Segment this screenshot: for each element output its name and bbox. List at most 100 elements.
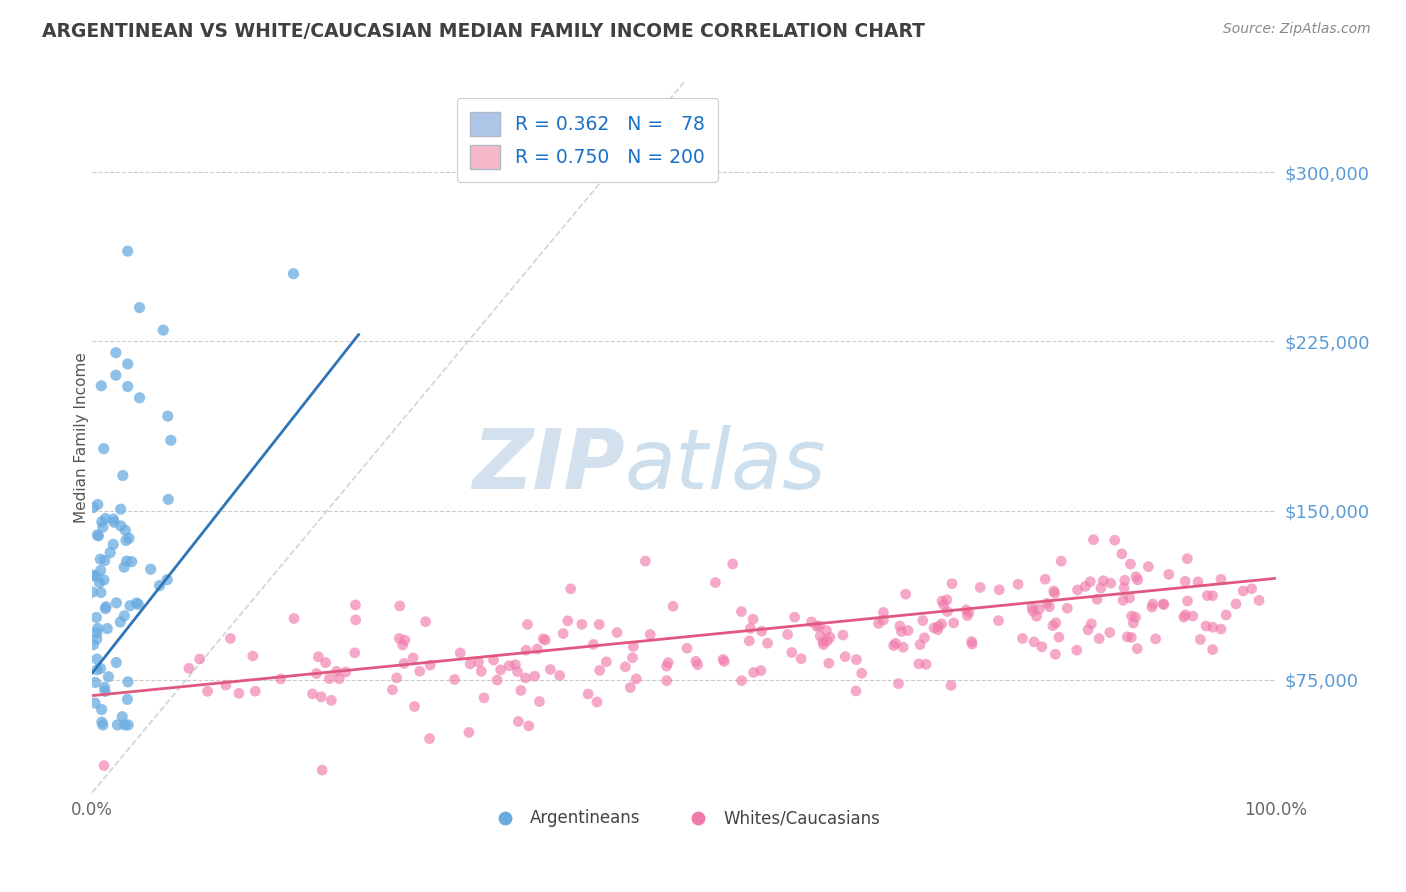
Point: [152, 323, 174, 337]
Point: [90, 515, 112, 529]
Point: [86, 621, 108, 635]
Point: [834, 649, 856, 664]
Point: [110, 615, 132, 629]
Point: [91, 718, 114, 732]
Point: [89, 661, 111, 675]
Point: [86, 632, 108, 646]
Point: [472, 690, 495, 705]
Point: [197, 684, 219, 698]
Text: atlas: atlas: [624, 425, 827, 506]
Point: [228, 686, 250, 700]
Point: [931, 594, 953, 608]
Point: [891, 640, 914, 655]
Point: [1197, 589, 1219, 603]
Point: [548, 668, 571, 682]
Point: [1195, 619, 1218, 633]
Point: [93, 680, 115, 694]
Point: [806, 619, 828, 633]
Point: [742, 612, 765, 626]
Point: [117, 718, 139, 732]
Point: [595, 655, 617, 669]
Point: [467, 655, 489, 669]
Point: [942, 615, 965, 630]
Point: [90, 715, 112, 730]
Point: [1225, 597, 1247, 611]
Point: [283, 267, 305, 281]
Text: ARGENTINEAN VS WHITE/CAUCASIAN MEDIAN FAMILY INCOME CORRELATION CHART: ARGENTINEAN VS WHITE/CAUCASIAN MEDIAN FA…: [42, 22, 925, 41]
Point: [890, 624, 912, 639]
Point: [394, 633, 416, 648]
Point: [808, 619, 831, 633]
Point: [90, 378, 112, 392]
Point: [1043, 586, 1066, 600]
Point: [242, 648, 264, 663]
Point: [381, 682, 404, 697]
Point: [621, 640, 644, 654]
Point: [1045, 615, 1067, 630]
Point: [118, 599, 141, 613]
Point: [160, 434, 183, 448]
Point: [86, 663, 108, 677]
Point: [1153, 598, 1175, 612]
Point: [388, 632, 411, 646]
Point: [508, 714, 530, 729]
Point: [740, 621, 762, 635]
Point: [713, 654, 735, 668]
Point: [1104, 533, 1126, 548]
Point: [813, 638, 835, 652]
Point: [808, 629, 831, 643]
Point: [498, 658, 520, 673]
Point: [470, 665, 492, 679]
Point: [790, 651, 813, 665]
Point: [156, 409, 179, 423]
Point: [1122, 615, 1144, 630]
Point: [912, 631, 935, 645]
Point: [655, 659, 678, 673]
Point: [117, 357, 139, 371]
Point: [845, 684, 868, 698]
Point: [449, 646, 471, 660]
Point: [1011, 632, 1033, 646]
Point: [621, 650, 644, 665]
Point: [800, 615, 823, 629]
Point: [94, 601, 117, 615]
Point: [93, 758, 115, 772]
Point: [818, 657, 841, 671]
Point: [419, 731, 441, 746]
Point: [751, 624, 773, 639]
Point: [283, 611, 305, 625]
Point: [1066, 582, 1088, 597]
Point: [114, 718, 136, 732]
Point: [553, 626, 575, 640]
Point: [1080, 616, 1102, 631]
Point: [531, 632, 554, 646]
Point: [321, 693, 343, 707]
Point: [1240, 582, 1263, 596]
Point: [139, 562, 162, 576]
Point: [1042, 618, 1064, 632]
Point: [1074, 579, 1097, 593]
Point: [114, 524, 136, 538]
Point: [486, 673, 509, 687]
Point: [815, 624, 838, 638]
Point: [318, 672, 340, 686]
Point: [969, 581, 991, 595]
Point: [922, 621, 945, 635]
Point: [738, 633, 761, 648]
Point: [1111, 547, 1133, 561]
Legend: Argentineans, Whites/Caucasians: Argentineans, Whites/Caucasians: [481, 803, 887, 834]
Point: [443, 673, 465, 687]
Point: [391, 638, 413, 652]
Point: [957, 605, 980, 619]
Point: [307, 649, 329, 664]
Point: [188, 652, 211, 666]
Point: [82, 568, 104, 582]
Point: [1025, 609, 1047, 624]
Point: [86, 528, 108, 542]
Y-axis label: Median Family Income: Median Family Income: [73, 351, 89, 523]
Point: [1152, 597, 1174, 611]
Point: [1173, 610, 1195, 624]
Point: [704, 575, 727, 590]
Point: [662, 599, 685, 614]
Point: [560, 582, 582, 596]
